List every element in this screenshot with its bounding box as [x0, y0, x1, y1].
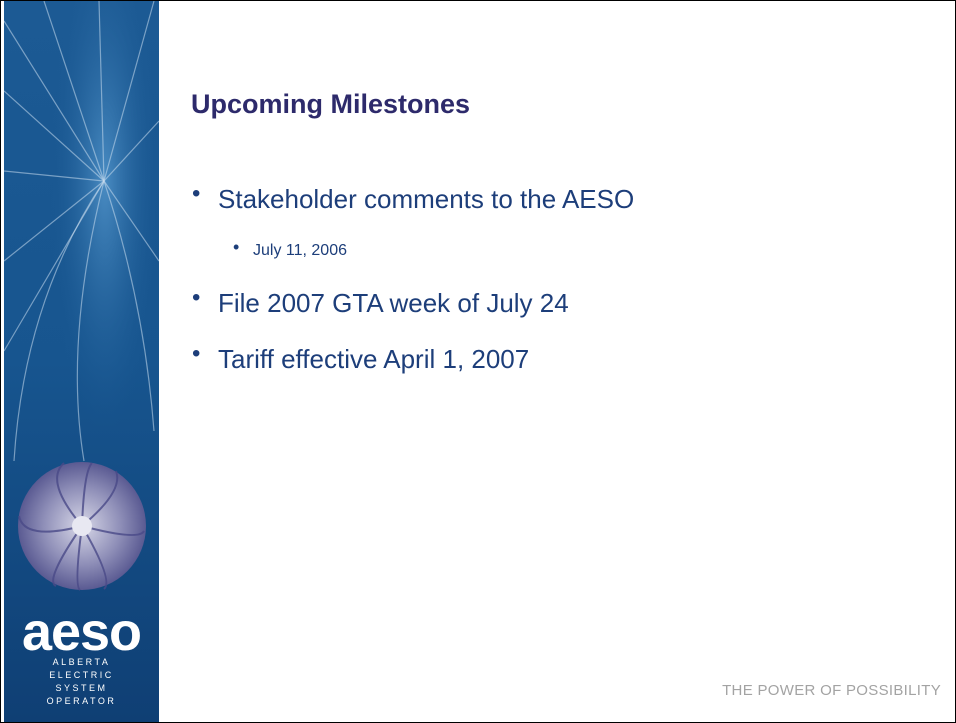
logo-line: SYSTEM	[4, 683, 159, 693]
bullet-text: File 2007 GTA week of July 24	[218, 288, 569, 318]
bullet-text: Tariff effective April 1, 2007	[218, 344, 529, 374]
slide: aeso ALBERTA ELECTRIC SYSTEM OPERATOR Up…	[0, 0, 956, 723]
logo-line: ALBERTA	[4, 657, 159, 667]
page: aeso ALBERTA ELECTRIC SYSTEM OPERATOR Up…	[0, 0, 956, 723]
sub-bullet: July 11, 2006	[236, 242, 347, 260]
logo-line: ELECTRIC	[4, 670, 159, 680]
logo-line: OPERATOR	[4, 696, 159, 706]
footer-tagline: THE POWER OF POSSIBILITY	[722, 682, 941, 699]
slide-title: Upcoming Milestones	[191, 89, 470, 120]
bullet: Tariff effective April 1, 2007	[196, 344, 529, 375]
bullet: File 2007 GTA week of July 24	[196, 288, 569, 319]
bullet: Stakeholder comments to the AESO	[196, 184, 634, 215]
bullet-text: Stakeholder comments to the AESO	[218, 184, 634, 214]
sub-bullet-text: July 11, 2006	[253, 242, 347, 259]
logo-name: aeso	[4, 601, 159, 663]
